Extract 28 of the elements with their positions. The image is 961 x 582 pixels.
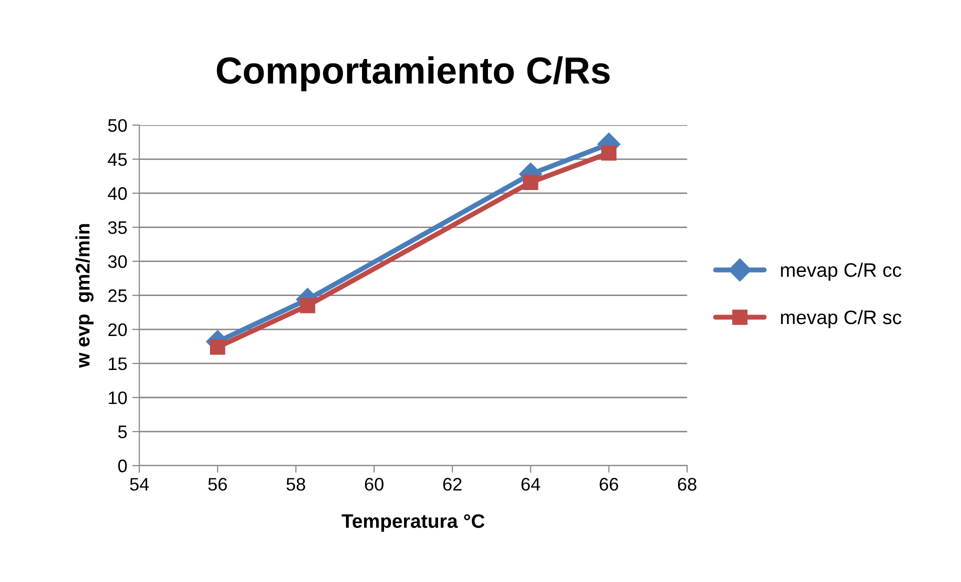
- y-tick-label: 40: [108, 187, 127, 200]
- x-tick-label: 66: [600, 478, 618, 491]
- point: [300, 298, 316, 314]
- y-axis-title: w evp gm2/min: [75, 224, 94, 368]
- x-tick-label: 56: [208, 478, 227, 491]
- point: [210, 339, 226, 355]
- x-tick-label: 68: [678, 478, 696, 491]
- x-axis-title: Temperatura °C: [342, 514, 484, 532]
- y-tick-label: 20: [108, 323, 127, 336]
- y-tick-label: 15: [108, 358, 127, 370]
- point: [601, 145, 616, 161]
- y-tick-label: 0: [118, 460, 127, 472]
- y-tick-label: 10: [108, 391, 127, 404]
- x-tick-label: 62: [443, 478, 462, 491]
- x-tick-label: 54: [130, 478, 149, 491]
- point: [522, 174, 538, 190]
- y-tick-label: 25: [108, 289, 127, 302]
- legend-label: mevap C/R cc: [781, 262, 902, 281]
- x-tick-label: 58: [286, 478, 306, 491]
- y-tick-label: 35: [108, 221, 127, 234]
- y-tick-label: 30: [108, 255, 127, 268]
- legend-label: mevap C/R sc: [781, 310, 902, 328]
- y-tick-label: 45: [108, 153, 127, 166]
- x-tick-label: 64: [521, 478, 540, 491]
- y-tick-label: 5: [118, 426, 127, 438]
- x-tick-label: 60: [364, 478, 384, 491]
- chart-title: Comportamiento C/Rs: [216, 56, 610, 92]
- y-tick-label: 50: [108, 119, 127, 132]
